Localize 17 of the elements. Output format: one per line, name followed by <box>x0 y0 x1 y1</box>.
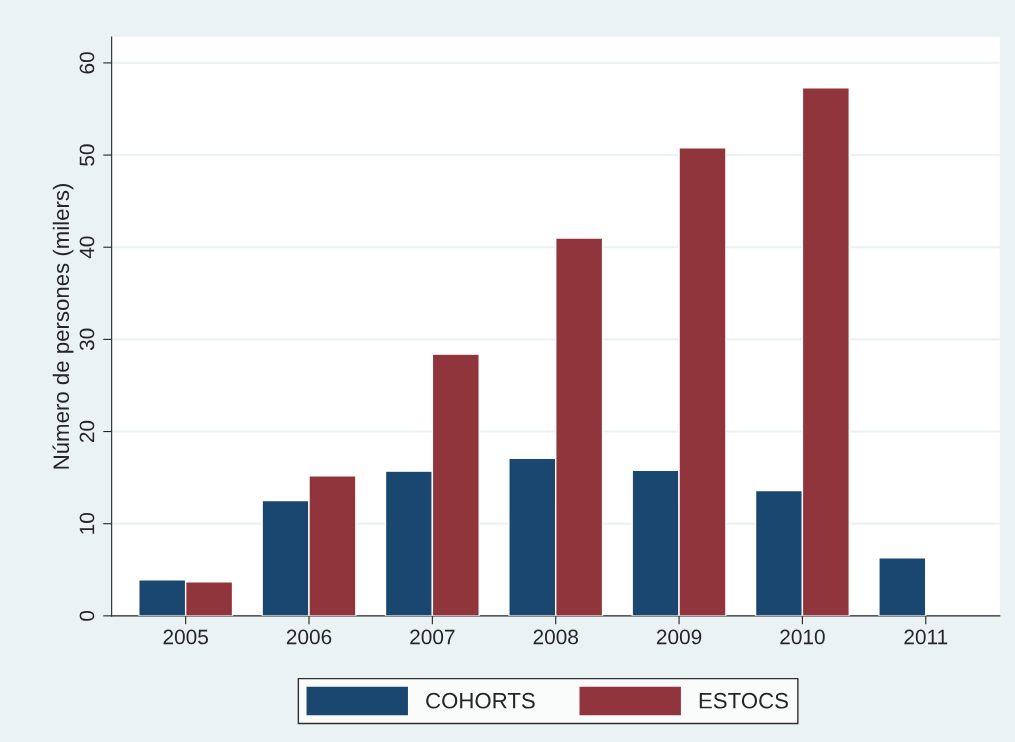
x-tick-label: 2008 <box>533 629 578 645</box>
x-tick-label: 2010 <box>780 629 825 645</box>
x-tick-label: 2007 <box>410 629 455 645</box>
y-axis-title: Número de persones (milers) <box>52 183 74 469</box>
legend-label: COHORTS <box>426 692 535 709</box>
x-tick-label: 2005 <box>163 629 208 645</box>
x-tick-label: 2009 <box>656 629 702 645</box>
legend-label: ESTOCS <box>699 692 788 709</box>
y-tick-label: 50 <box>79 144 95 166</box>
x-tick-label: 2006 <box>286 629 332 645</box>
x-tick-label: 2011 <box>904 629 948 645</box>
y-tick-label: 40 <box>79 236 95 259</box>
y-tick-label: 30 <box>79 328 95 351</box>
y-tick-label: 0 <box>79 610 95 621</box>
y-tick-label: 10 <box>79 512 95 534</box>
y-tick-label: 20 <box>79 420 95 443</box>
y-tick-label: 60 <box>79 52 95 74</box>
